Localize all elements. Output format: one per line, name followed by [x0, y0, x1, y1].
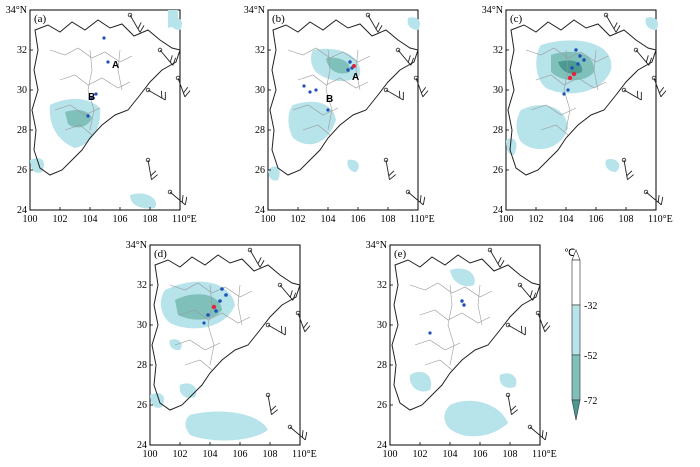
colorbar-seg-2 — [571, 354, 581, 401]
y-tick-label: 24 — [17, 205, 27, 216]
colorbar: ℃ -32 -52 -72 — [564, 248, 597, 421]
panel-a: (a) A B — [29, 9, 192, 211]
y-tick-label: 26 — [17, 165, 27, 176]
colorbar-label-2: -72 — [584, 396, 597, 407]
x-tick-label: 106 — [113, 214, 128, 225]
y-tick-label: 32 — [137, 280, 147, 291]
panel-c: (c) — [505, 9, 668, 211]
panel-b-label: (b) — [272, 13, 285, 25]
y-tick-label: 26 — [137, 400, 147, 411]
x-tick-label: 100 — [261, 214, 276, 225]
colorbar-label-0: -32 — [584, 301, 597, 312]
marker-A-a: A — [112, 60, 119, 71]
x-tick-label: 106 — [351, 214, 366, 225]
colorbar-unit: ℃ — [564, 248, 575, 259]
x-tick-label: 100 — [499, 214, 514, 225]
x-tick-label: 110°E — [410, 214, 435, 225]
panel-e-label: (e) — [394, 248, 407, 260]
marker-B-a: B — [88, 92, 95, 103]
y-tick-label: 30 — [255, 85, 265, 96]
x-tick-label: 108 — [143, 214, 158, 225]
y-tick-label: 24 — [137, 440, 147, 451]
y-tick-label: 30 — [493, 85, 503, 96]
y-tick-label: 34°N — [244, 5, 265, 16]
y-tick-label: 32 — [493, 45, 503, 56]
panel-c-label: (c) — [510, 13, 523, 25]
colorbar-seg-1 — [571, 304, 581, 356]
y-tick-label: 34°N — [482, 5, 503, 16]
x-tick-label: 108 — [263, 449, 278, 460]
x-tick-label: 102 — [413, 449, 428, 460]
y-tick-label: 26 — [493, 165, 503, 176]
x-tick-label: 108 — [381, 214, 396, 225]
x-tick-label: 104 — [443, 449, 458, 460]
x-tick-label: 108 — [619, 214, 634, 225]
panel-d-label: (d) — [154, 248, 167, 260]
x-tick-label: 100 — [23, 214, 38, 225]
y-tick-label: 28 — [493, 125, 503, 136]
x-tick-label: 102 — [173, 449, 188, 460]
y-tick-label: 32 — [377, 280, 387, 291]
marker-B-b: B — [326, 94, 333, 105]
x-tick-label: 102 — [53, 214, 68, 225]
marker-A-b: A — [352, 72, 359, 83]
y-tick-label: 28 — [17, 125, 27, 136]
x-tick-label: 110°E — [292, 449, 317, 460]
y-tick-label: 30 — [17, 85, 27, 96]
y-tick-label: 26 — [377, 400, 387, 411]
panel-e: (e) — [389, 244, 552, 446]
x-tick-label: 102 — [529, 214, 544, 225]
x-tick-label: 110°E — [172, 214, 197, 225]
x-tick-label: 104 — [83, 214, 98, 225]
x-tick-label: 110°E — [532, 449, 557, 460]
panel-a-label: (a) — [34, 13, 47, 25]
y-tick-label: 24 — [493, 205, 503, 216]
y-tick-label: 24 — [255, 205, 265, 216]
x-tick-label: 106 — [233, 449, 248, 460]
y-tick-label: 28 — [255, 125, 265, 136]
y-tick-label: 34°N — [126, 240, 147, 251]
colorbar-label-1: -52 — [584, 351, 597, 362]
colorbar-seg-3 — [571, 399, 581, 421]
axes-layer: 100 102 104 106 108 110°E 24 26 28 30 32 34°N 100 102… — [6, 5, 673, 460]
y-tick-label: 26 — [255, 165, 265, 176]
x-tick-label: 102 — [291, 214, 306, 225]
y-tick-label: 30 — [137, 320, 147, 331]
x-tick-label: 106 — [589, 214, 604, 225]
x-tick-label: 110°E — [648, 214, 673, 225]
y-tick-label: 30 — [377, 320, 387, 331]
colorbar-seg-0 — [571, 259, 581, 306]
y-tick-label: 24 — [377, 440, 387, 451]
x-tick-label: 104 — [559, 214, 574, 225]
y-tick-label: 34°N — [366, 240, 387, 251]
y-tick-label: 28 — [377, 360, 387, 371]
x-tick-label: 108 — [503, 449, 518, 460]
x-tick-label: 104 — [203, 449, 218, 460]
panel-d: (d) — [149, 244, 312, 446]
x-tick-label: 100 — [383, 449, 398, 460]
y-tick-label: 34°N — [6, 5, 27, 16]
y-tick-label: 28 — [137, 360, 147, 371]
x-tick-label: 104 — [321, 214, 336, 225]
y-tick-label: 32 — [255, 45, 265, 56]
panel-b: (b) A B — [267, 9, 430, 211]
y-tick-label: 32 — [17, 45, 27, 56]
x-tick-label: 100 — [143, 449, 158, 460]
x-tick-label: 106 — [473, 449, 488, 460]
